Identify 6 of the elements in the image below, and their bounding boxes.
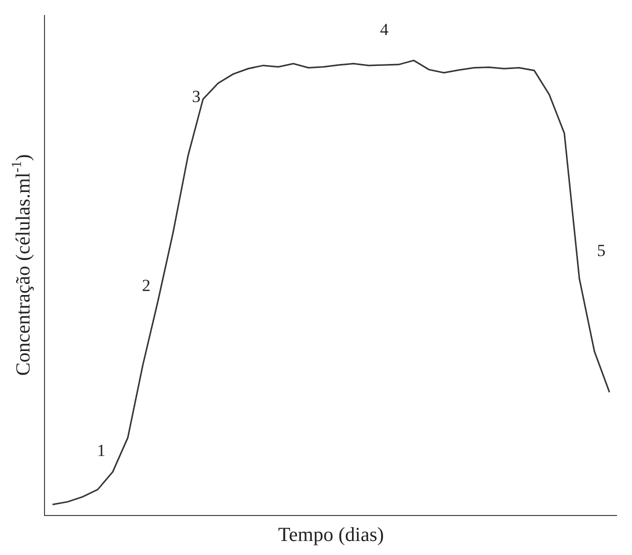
text: 4: [380, 20, 389, 39]
annotation: 3: [192, 87, 200, 106]
x-axis-title: Tempo (dias): [278, 524, 384, 546]
annotation: 1: [97, 441, 106, 460]
annotation: 2: [142, 276, 150, 295]
annotation: 5: [597, 241, 606, 260]
